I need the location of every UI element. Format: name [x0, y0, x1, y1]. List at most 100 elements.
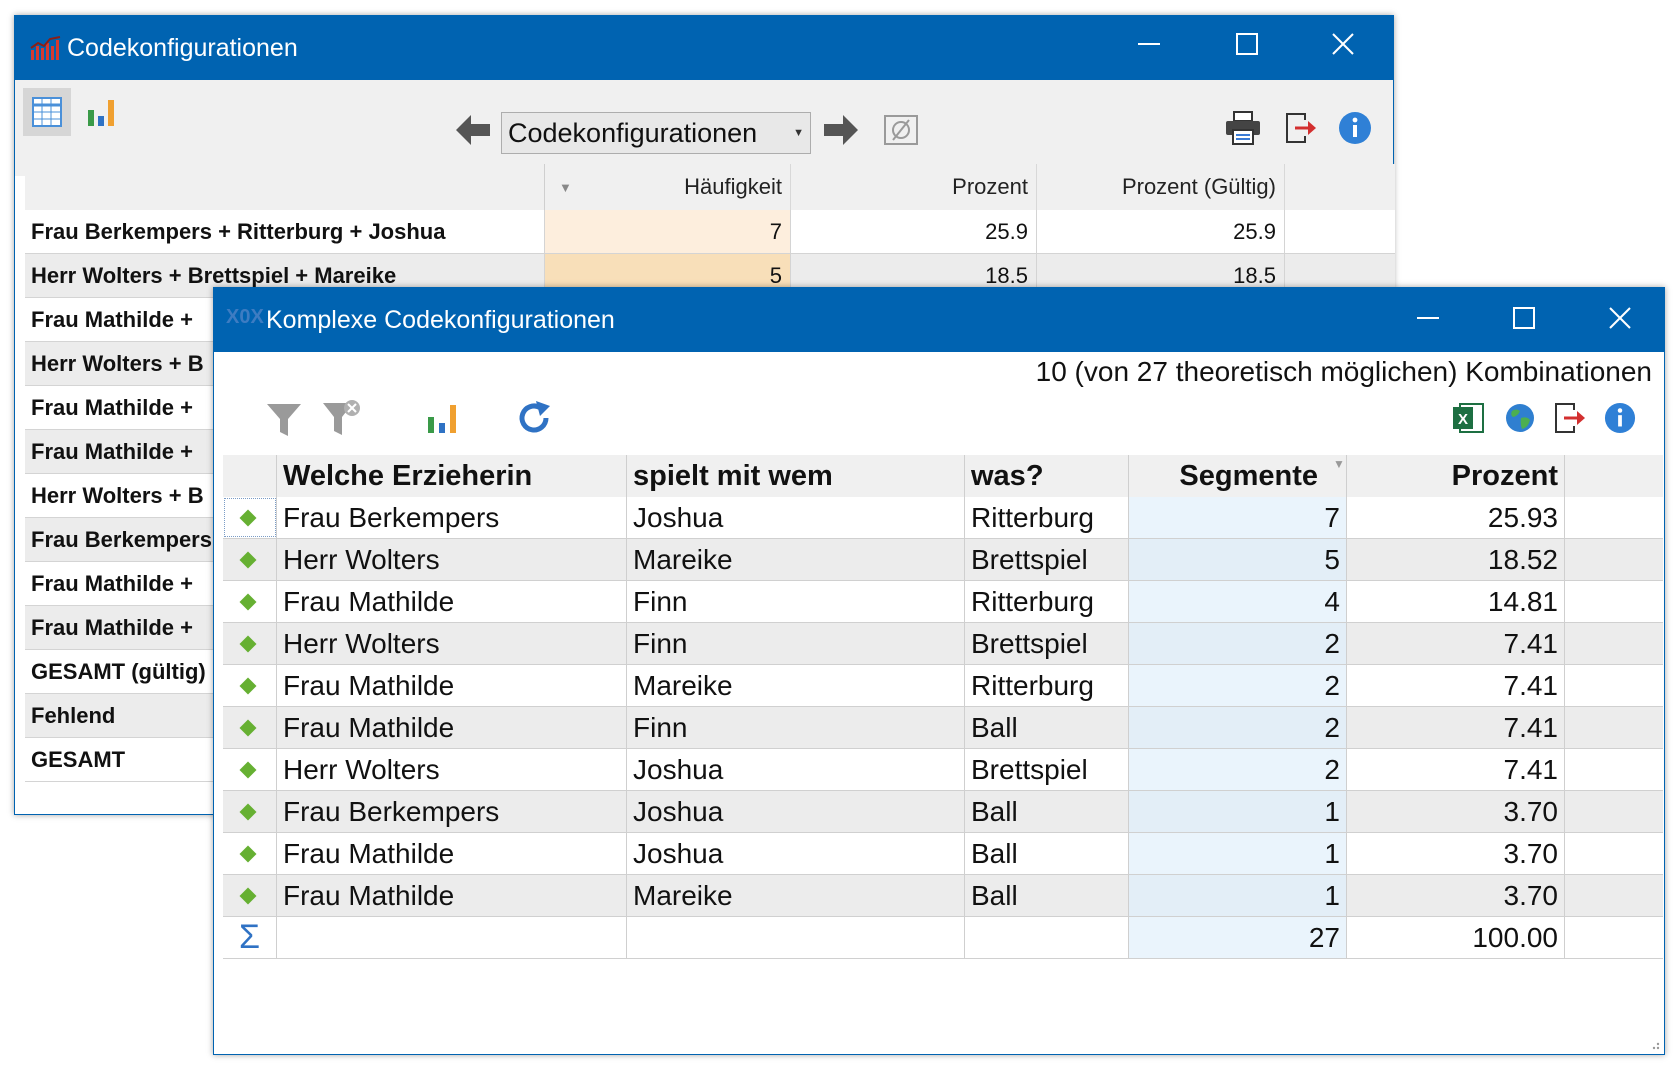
frequency-table-header: ▼ Häufigkeit Prozent Prozent (Gültig) [25, 164, 1395, 210]
cell-prozent: 18.52 [1347, 539, 1565, 580]
filter-icon[interactable] [264, 398, 304, 442]
header-haeufigkeit[interactable]: Häufigkeit [545, 164, 791, 210]
cell-prozent: 14.81 [1347, 581, 1565, 622]
row-marker[interactable] [223, 791, 277, 832]
cell-erzieherin: Frau Mathilde [277, 875, 627, 916]
configuration-dropdown[interactable]: Codekonfigurationen ▼ [501, 112, 811, 154]
row-marker[interactable] [223, 749, 277, 790]
diamond-icon [239, 803, 257, 820]
table-row[interactable]: Frau Mathilde Joshua Ball 1 3.70 [223, 833, 1663, 875]
row-label: Fehlend [25, 694, 545, 737]
diamond-icon [239, 719, 257, 736]
cell-was: Ball [965, 791, 1129, 832]
maximize-button[interactable] [1207, 16, 1287, 72]
cell-segmente: 5 [1129, 539, 1347, 580]
header-segmente[interactable]: Segmente [1129, 455, 1347, 497]
cell-spielt-mit-wem: Mareike [627, 875, 965, 916]
info-icon[interactable] [1333, 106, 1377, 150]
table-row[interactable]: Frau Berkempers + Ritterburg + Joshua 7 25… [25, 210, 1395, 254]
cell-spielt-mit-wem: Joshua [627, 497, 965, 538]
table-row[interactable]: Frau Mathilde Mareike Ball 1 3.70 [223, 875, 1663, 917]
row-label: Frau Mathilde + [25, 298, 545, 341]
cell-prozent: 25.93 [1347, 497, 1565, 538]
sort-down-icon[interactable]: ▼ [559, 180, 572, 195]
table-row[interactable]: Herr Wolters Joshua Brettspiel 2 7.41 [223, 749, 1663, 791]
dropdown-value: Codekonfigurationen [508, 117, 758, 148]
cell-prozent: 3.70 [1347, 833, 1565, 874]
komplexe-codekonfigurationen-window: X0X Komplexe Codekonfigurationen 10 (von… [213, 287, 1665, 1055]
cell-erzieherin: Herr Wolters [277, 539, 627, 580]
clear-filter-icon[interactable] [320, 396, 364, 440]
bar-chart-icon[interactable] [420, 396, 464, 440]
header-prozent[interactable]: Prozent [791, 164, 1037, 210]
header-prozent[interactable]: Prozent [1347, 455, 1565, 497]
table-row[interactable]: Herr Wolters Mareike Brettspiel 5 18.52 [223, 539, 1663, 581]
resize-grip-icon[interactable] [1648, 1038, 1660, 1050]
header-row-marker [223, 455, 277, 497]
arrow-left-icon[interactable] [453, 108, 493, 152]
refresh-icon[interactable] [512, 396, 556, 440]
row-label: GESAMT (gültig) [25, 650, 545, 693]
row-marker[interactable] [223, 497, 277, 538]
empty-set-icon[interactable] [881, 108, 921, 152]
totals-empty-3 [965, 917, 1129, 958]
cell-was: Ball [965, 875, 1129, 916]
diamond-icon [239, 677, 257, 694]
diamond-icon [239, 761, 257, 778]
cell-segmente: 2 [1129, 623, 1347, 664]
export-icon[interactable] [1279, 106, 1323, 150]
window1-titlebar[interactable]: Codekonfigurationen [15, 16, 1393, 80]
export-icon[interactable] [1550, 396, 1590, 440]
row-marker[interactable] [223, 833, 277, 874]
header-was[interactable]: was? [965, 455, 1129, 497]
bar-chart-icon[interactable] [77, 88, 125, 136]
row-marker[interactable] [223, 875, 277, 916]
minimize-button[interactable] [1388, 288, 1468, 348]
header-prozent-gueltig[interactable]: Prozent (Gültig) [1037, 164, 1285, 210]
svg-text:X: X [1458, 411, 1468, 428]
row-marker[interactable] [223, 623, 277, 664]
table-icon[interactable] [23, 88, 71, 136]
info-icon[interactable] [1600, 396, 1640, 440]
table-row[interactable]: Frau Berkempers Joshua Ritterburg 7 25.93 [223, 497, 1663, 539]
globe-icon[interactable] [1500, 396, 1540, 440]
cell-was: Ritterburg [965, 581, 1129, 622]
cell-erzieherin: Herr Wolters [277, 623, 627, 664]
close-button[interactable] [1580, 288, 1660, 348]
table-row[interactable]: Herr Wolters Finn Brettspiel 2 7.41 [223, 623, 1663, 665]
row-marker[interactable] [223, 707, 277, 748]
minimize-button[interactable] [1109, 16, 1189, 72]
diamond-icon [239, 593, 257, 610]
table-row[interactable]: Frau Mathilde Mareike Ritterburg 2 7.41 [223, 665, 1663, 707]
printer-icon[interactable] [1221, 106, 1265, 150]
table-row[interactable]: Frau Berkempers Joshua Ball 1 3.70 [223, 791, 1663, 833]
combination-summary: 10 (von 27 theoretisch möglichen) Kombin… [1035, 356, 1652, 387]
cell-prozent: 3.70 [1347, 791, 1565, 832]
table-row[interactable]: Frau Mathilde Finn Ritterburg 4 14.81 [223, 581, 1663, 623]
cell-was: Ball [965, 833, 1129, 874]
header-welche-erzieherin[interactable]: Welche Erzieherin [277, 455, 627, 497]
cell-segmente: 2 [1129, 665, 1347, 706]
row-marker[interactable] [223, 581, 277, 622]
close-button[interactable] [1303, 16, 1383, 72]
sort-header[interactable] [25, 164, 545, 210]
header-spielt-mit-wem[interactable]: spielt mit wem [627, 455, 965, 497]
totals-empty-2 [627, 917, 965, 958]
excel-icon[interactable]: X [1448, 396, 1488, 440]
sort-down-icon[interactable]: ▼ [1333, 457, 1345, 471]
cell-erzieherin: Herr Wolters [277, 749, 627, 790]
cell-was: Brettspiel [965, 623, 1129, 664]
cell-prozent: 25.9 [791, 210, 1037, 253]
row-marker[interactable] [223, 539, 277, 580]
sigma-icon: Σ [223, 917, 277, 958]
cell-spielt-mit-wem: Finn [627, 623, 965, 664]
window2-titlebar[interactable]: X0X Komplexe Codekonfigurationen [214, 288, 1664, 352]
table-row[interactable]: Frau Mathilde Finn Ball 2 7.41 [223, 707, 1663, 749]
total-prozent: 100.00 [1347, 917, 1565, 958]
window1-title: Codekonfigurationen [67, 34, 298, 62]
row-marker[interactable] [223, 665, 277, 706]
maximize-button[interactable] [1484, 288, 1564, 348]
row-label: Herr Wolters + B [25, 342, 545, 385]
arrow-right-icon[interactable] [821, 108, 861, 152]
cell-prozent: 3.70 [1347, 875, 1565, 916]
